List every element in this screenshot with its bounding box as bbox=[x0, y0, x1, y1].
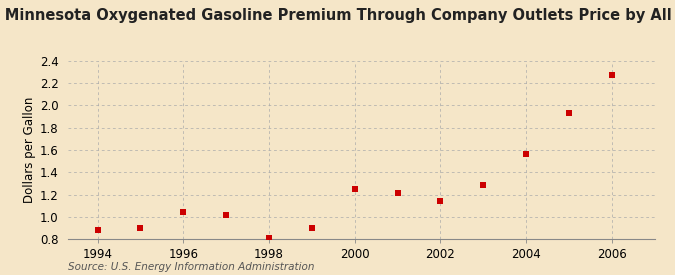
Point bbox=[606, 73, 617, 77]
Point bbox=[349, 187, 360, 191]
Y-axis label: Dollars per Gallon: Dollars per Gallon bbox=[22, 97, 36, 203]
Point bbox=[306, 226, 317, 230]
Point bbox=[178, 210, 188, 214]
Point bbox=[221, 213, 232, 217]
Text: Source: U.S. Energy Information Administration: Source: U.S. Energy Information Administ… bbox=[68, 262, 314, 272]
Text: Annual Minnesota Oxygenated Gasoline Premium Through Company Outlets Price by Al: Annual Minnesota Oxygenated Gasoline Pre… bbox=[0, 8, 675, 23]
Point bbox=[564, 111, 574, 115]
Point bbox=[392, 191, 403, 196]
Point bbox=[478, 182, 489, 187]
Point bbox=[435, 199, 446, 204]
Point bbox=[263, 236, 274, 240]
Point bbox=[92, 228, 103, 233]
Point bbox=[520, 152, 531, 156]
Point bbox=[135, 226, 146, 230]
